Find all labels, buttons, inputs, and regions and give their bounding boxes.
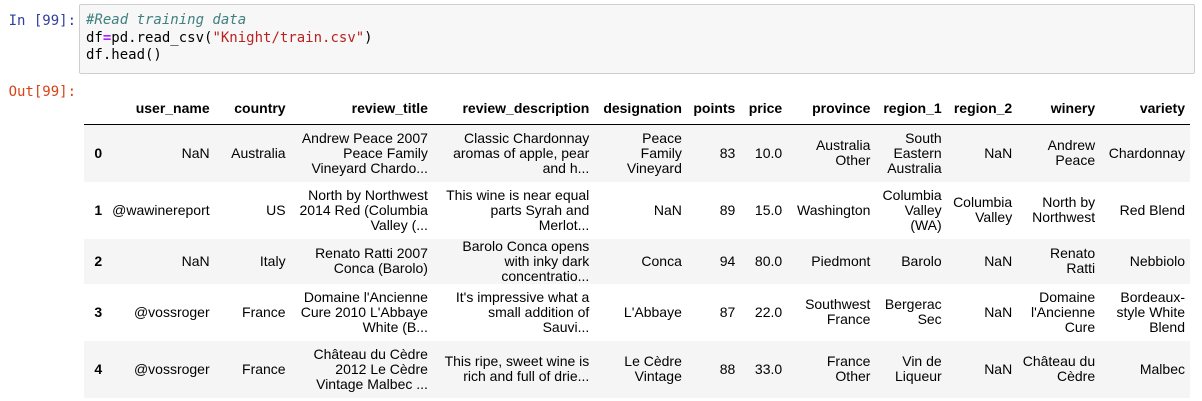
table-row: 3 @vossroger France Domaine l'Ancienne Cure… [84, 283, 1190, 341]
table-cell-review-title: Renato Ratti 2007 Conca (Barolo) [315, 245, 428, 276]
code-line-head: df.head() [86, 47, 162, 63]
table-cell-review-description: Classic Chardonnay aromas of apple, pear… [453, 129, 590, 176]
table-cell-province: Australia Other [815, 137, 871, 169]
table-cell-user-name: NaN [181, 252, 210, 269]
table-cell-designation: Conca [641, 252, 682, 269]
column-header-variety: variety [1100, 92, 1190, 125]
table-cell-variety: Malbec [1139, 360, 1185, 377]
table-cell-winery: North by Northwest [1032, 194, 1096, 225]
code-operator-assign: = [102, 29, 112, 46]
column-header-country: country [214, 92, 291, 125]
table-cell-country: Australia [231, 144, 286, 161]
table-row: 1 @wawinereport US North by Northwest 2014 … [84, 181, 1190, 239]
row-index: 4 [94, 360, 103, 377]
row-index: 1 [94, 201, 103, 218]
table-cell-user-name: NaN [181, 144, 210, 161]
table-cell-region-1: Bergerac Sec [884, 296, 942, 327]
table-cell-points: 87 [719, 303, 736, 320]
table-cell-variety: Red Blend [1119, 201, 1185, 218]
column-header-review-title: review_title [290, 92, 433, 125]
table-cell-user-name: @wawinereport [112, 201, 210, 218]
input-prompt: In [99]: [8, 13, 76, 29]
table-cell-points: 83 [719, 144, 736, 161]
table-cell-country: France [242, 360, 286, 377]
code-comment: #Read training data [86, 12, 247, 28]
code-cell-editor[interactable]: #Read training data df=pd.read_csv("Knig… [79, 4, 1195, 74]
table-cell-region-1: Vin de Liqueur [894, 353, 942, 384]
table-cell-review-title: North by Northwest 2014 Red (Columbia Va… [299, 186, 428, 233]
table-cell-designation: L'Abbaye [623, 303, 682, 320]
column-header-user-name: user_name [107, 92, 215, 125]
output-prompt: Out[99]: [8, 84, 76, 100]
column-header-review-description: review_description [432, 92, 595, 125]
column-header-region-2: region_2 [946, 92, 1018, 125]
table-cell-user-name: @vossroger [133, 303, 210, 320]
table-cell-designation: Peace Family Vineyard [626, 129, 682, 176]
table-cell-review-description: This ripe, sweet wine is rich and full o… [444, 353, 590, 384]
table-cell-points: 94 [719, 252, 736, 269]
column-header-points: points [686, 92, 741, 125]
table-cell-province: Piedmont [811, 252, 871, 269]
table-cell-region-1: South Eastern Australia [887, 129, 942, 176]
table-cell-province: France Other [826, 353, 871, 384]
column-header-designation: designation [594, 92, 687, 125]
table-cell-price: 10.0 [754, 144, 783, 161]
table-cell-review-title: Andrew Peace 2007 Peace Family Vineyard … [301, 129, 428, 176]
table-cell-winery: Château du Cèdre [1022, 353, 1096, 384]
table-cell-winery: Andrew Peace [1047, 137, 1096, 169]
table-cell-review-description: It's impressive what a small addition of… [455, 288, 590, 335]
table-cell-region-2: NaN [984, 252, 1013, 269]
table-cell-region-2: NaN [984, 360, 1013, 377]
row-index: 0 [94, 144, 103, 161]
table-cell-review-description: Barolo Conca opens with inky dark concen… [462, 237, 590, 284]
table-row: 0 NaN Australia Andrew Peace 2007 Peace Fam… [84, 124, 1190, 182]
dataframe-table: user_name country review_title review_descr… [84, 92, 1190, 398]
code-line-read-csv: df=pd.read_csv("Knight/train.csv") [86, 30, 1188, 48]
table-cell-points: 88 [719, 360, 736, 377]
column-header-index [84, 92, 108, 125]
table-cell-review-description: This wine is near equal parts Syrah and … [446, 186, 590, 233]
table-cell-variety: Chardonnay [1108, 144, 1185, 161]
table-cell-winery: Domaine l'Ancienne Cure [1030, 288, 1096, 335]
table-header-row: user_name country review_title review_descr… [84, 92, 1190, 125]
table-cell-region-2: NaN [984, 144, 1013, 161]
table-cell-user-name: @vossroger [133, 360, 210, 377]
table-cell-country: Italy [259, 252, 286, 269]
table-cell-region-1: Barolo [901, 252, 942, 269]
table-cell-price: 80.0 [754, 252, 783, 269]
table-cell-region-1: Columbia Valley (WA) [882, 186, 942, 233]
output-area: user_name country review_title review_descr… [84, 92, 1190, 398]
table-cell-region-2: NaN [984, 303, 1013, 320]
table-cell-country: US [266, 201, 286, 218]
table-cell-price: 22.0 [754, 303, 783, 320]
row-index: 2 [94, 252, 103, 269]
table-cell-variety: Bordeaux-style White Blend [1116, 288, 1185, 335]
table-cell-winery: Renato Ratti [1049, 245, 1096, 276]
column-header-price: price [740, 92, 788, 125]
code-close-paren: ) [364, 29, 373, 46]
column-header-region-1: region_1 [875, 92, 947, 125]
table-cell-designation: Le Cèdre Vintage [624, 353, 682, 384]
table-cell-price: 15.0 [754, 201, 783, 218]
code-call: pd.read_csv( [111, 29, 213, 46]
table-cell-price: 33.0 [754, 360, 783, 377]
code-string: "Knight/train.csv" [212, 29, 365, 46]
code-line-comment: #Read training data [86, 12, 1188, 30]
table-cell-review-title: Château du Cèdre 2012 Le Cèdre Vintage M… [313, 345, 428, 392]
table-row: 4 @vossroger France Château du Cèdre 2012 L… [84, 340, 1190, 398]
table-cell-province: Southwest France [805, 296, 871, 327]
column-header-province: province [787, 92, 876, 125]
table-cell-region-2: Columbia Valley [953, 194, 1013, 225]
table-cell-variety: Nebbiolo [1129, 252, 1185, 269]
table-body: 0 NaN Australia Andrew Peace 2007 Peace Fam… [84, 124, 1190, 398]
table-cell-designation: NaN [653, 201, 682, 218]
table-cell-country: France [242, 303, 286, 320]
column-header-winery: winery [1017, 92, 1101, 125]
table-cell-points: 89 [719, 201, 736, 218]
code-var-df: df [86, 29, 103, 46]
row-index: 3 [94, 303, 103, 320]
table-cell-province: Washington [797, 201, 871, 218]
table-row: 2 NaN Italy Renato Ratti 2007 Conca (Barolo… [84, 237, 1190, 284]
table-cell-review-title: Domaine l'Ancienne Cure 2010 L'Abbaye Wh… [300, 288, 428, 335]
